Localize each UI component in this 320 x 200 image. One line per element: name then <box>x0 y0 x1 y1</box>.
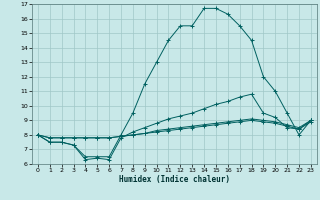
X-axis label: Humidex (Indice chaleur): Humidex (Indice chaleur) <box>119 175 230 184</box>
